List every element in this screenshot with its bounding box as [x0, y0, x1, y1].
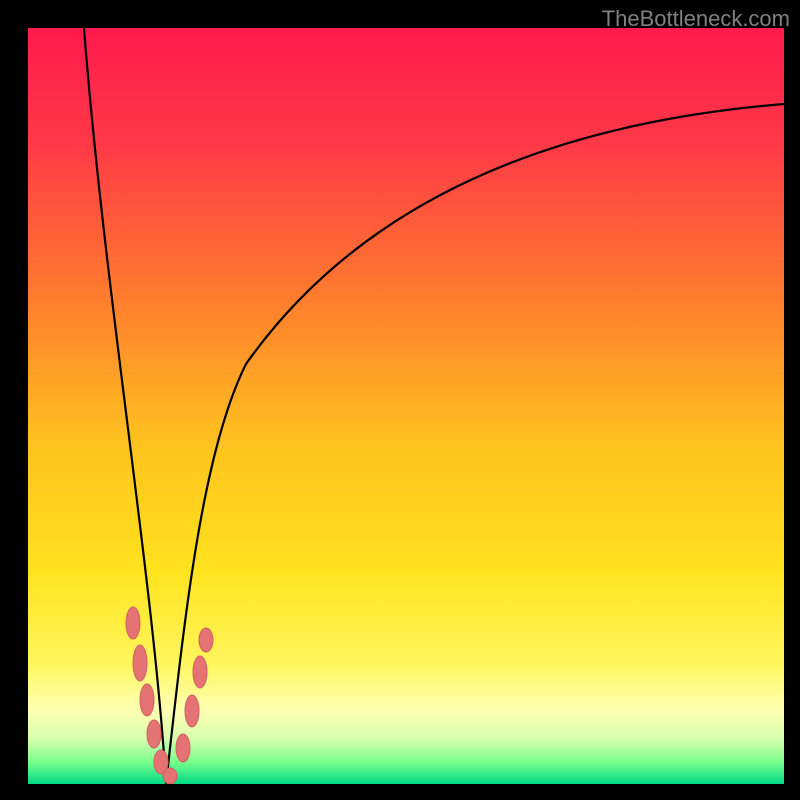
marker-point [140, 684, 154, 716]
chart-container [28, 28, 784, 784]
marker-point [185, 695, 199, 727]
marker-point [147, 720, 161, 748]
watermark-text: TheBottleneck.com [602, 6, 790, 32]
marker-point [176, 734, 190, 762]
marker-point [163, 768, 177, 784]
marker-point [193, 656, 207, 688]
marker-point [126, 607, 140, 639]
marker-point [199, 628, 213, 652]
marker-point [133, 645, 147, 681]
bottleneck-chart [28, 28, 784, 784]
